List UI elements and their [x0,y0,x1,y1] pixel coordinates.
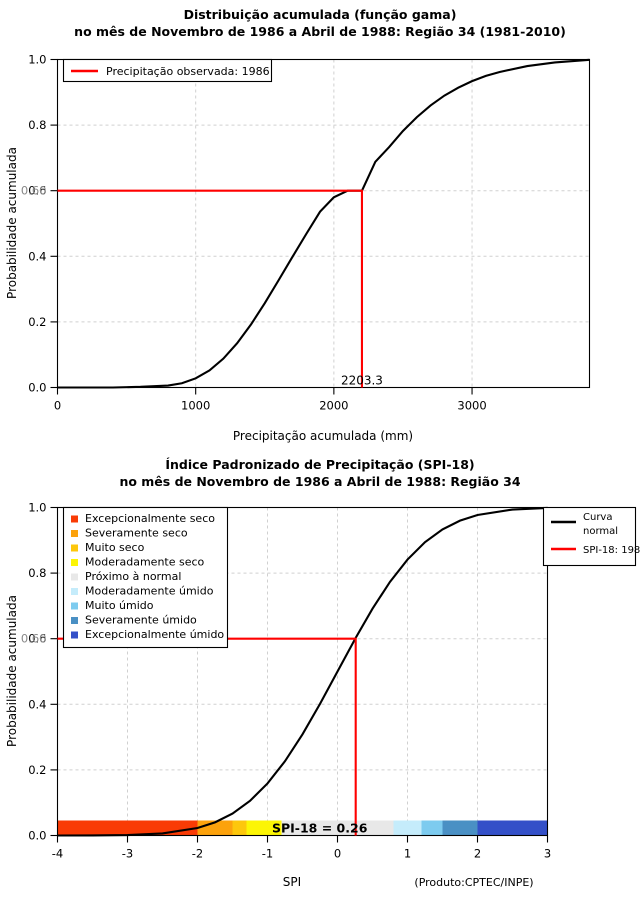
category-legend-label: Próximo à normal [85,570,181,583]
observed-precip-marker-lines [57,189,364,388]
colorbar-band [232,820,247,836]
ytick-label: 0.2 [28,763,46,777]
category-legend-swatch [71,617,78,624]
xtick-label: 2 [474,847,481,861]
colorbar-band [421,820,443,836]
xtick-label: -3 [122,847,133,861]
legend-label-normal-curve-line1: Curva [583,512,612,523]
panel-spi-plot-frame [56,506,549,837]
panel-spi-title-line1: Índice Padronizado de Precipitação (SPI-… [165,457,474,472]
spi-probability-value-label: 0.60 [21,632,47,646]
xtick-label: 3 [544,847,551,861]
category-legend-label: Excepcionalmente úmido [85,628,224,641]
panel-gamma-plot-frame [56,58,591,389]
colorbar-band [477,820,548,836]
panel-gamma-legend-box [62,58,273,83]
ytick-label: 1.0 [28,501,46,515]
colorbar-band [393,820,422,836]
ytick-label: 0.0 [28,829,46,843]
xtick-label: -4 [52,847,63,861]
spi-normal-curve [57,506,548,837]
ytick-label: 0.8 [28,566,46,580]
product-credit-label: (Produto:CPTEC/INPE) [414,876,533,889]
ytick-label: 0.6 [28,632,46,646]
category-legend-swatch [71,530,78,537]
panel-gamma-ticks: 0 1000 2000 3000 0.0 0.2 0.4 0.6 0.8 1.0 [28,53,486,413]
category-legend-swatch [71,544,78,552]
panel-gamma-gridlines [57,59,590,388]
category-legend-swatch [71,573,78,581]
xtick-label: -1 [262,847,273,861]
category-legend-swatch [71,631,78,639]
legend-label-spi-observed: SPI-18: 1986 [583,545,640,556]
category-legend-label: Muito úmido [85,599,154,612]
panel-spi-chart: Índice Padronizado de Precipitação (SPI-… [5,457,640,889]
colorbar-band [281,820,394,836]
spi-category-colorbar [57,820,548,836]
panel-gamma-title-line1: Distribuição acumulada (função gama) [184,7,457,22]
xtick-label: 0 [334,847,341,861]
panel-spi-xaxis-label: SPI [283,875,301,889]
ytick-label: 0.4 [28,697,46,711]
panel-gamma-chart: Distribuição acumulada (função gama) no … [5,7,591,443]
category-legend-label: Moderadamente seco [85,556,205,569]
xtick-label: 0 [54,399,61,413]
gamma-probability-value-label: 0.60 [21,184,47,198]
xtick-label: 1000 [181,399,210,413]
category-legend-swatch [71,559,78,566]
panel-spi-title-line2: no mês de Novembro de 1986 a Abril de 19… [119,474,520,489]
spi-category-legend-box [62,506,229,649]
gamma-cumulative-curve [57,58,590,389]
colorbar-band [442,820,478,836]
ytick-label: 0.2 [28,315,46,329]
category-legend-swatch [71,602,78,610]
panel-gamma-xaxis-label: Precipitação acumulada (mm) [233,429,413,443]
legend-label-normal-curve-line2: normal [583,526,618,537]
panel-gamma-title-line2: no mês de Novembro de 1986 a Abril de 19… [74,24,566,39]
ytick-label: 0.8 [28,118,46,132]
spi-line-legend-box [542,506,637,567]
panel-spi-yaxis-label: Probabilidade acumulada [5,595,19,747]
xtick-label: 3000 [457,399,486,413]
category-legend-label: Excepcionalmente seco [85,512,215,525]
observed-precip-value-label: 2203.3 [341,374,383,388]
legend-label-observed-precip: Precipitação observada: 1986 [106,65,270,78]
category-legend-label: Moderadamente úmido [85,585,214,598]
category-legend-swatch [71,515,78,523]
xtick-label: 1 [404,847,411,861]
colorbar-band [246,820,282,836]
ytick-label: 0.4 [28,249,46,263]
category-legend-label: Muito seco [85,541,145,554]
category-legend-swatch [71,588,78,595]
ytick-label: 0.0 [28,381,46,395]
colorbar-band [57,820,198,836]
panel-gamma-yaxis-label: Probabilidade acumulada [5,147,19,299]
category-legend-label: Severamente seco [85,527,188,540]
spi-value-badge: SPI-18 = 0.26 [272,821,368,836]
category-legend-label: Severamente úmido [85,614,197,627]
spi-line-legend-items: Curva normal SPI-18: 1986 [551,512,640,556]
xtick-label: -2 [192,847,203,861]
panel-spi-ticks: -4 -3 -2 -1 0 1 2 3 0.0 0.2 0.4 0.6 0.8 1.0 [28,501,551,861]
xtick-label: 2000 [319,399,348,413]
spi-value-marker-lines [57,637,357,836]
ytick-label: 0.6 [28,184,46,198]
ytick-label: 1.0 [28,53,46,67]
